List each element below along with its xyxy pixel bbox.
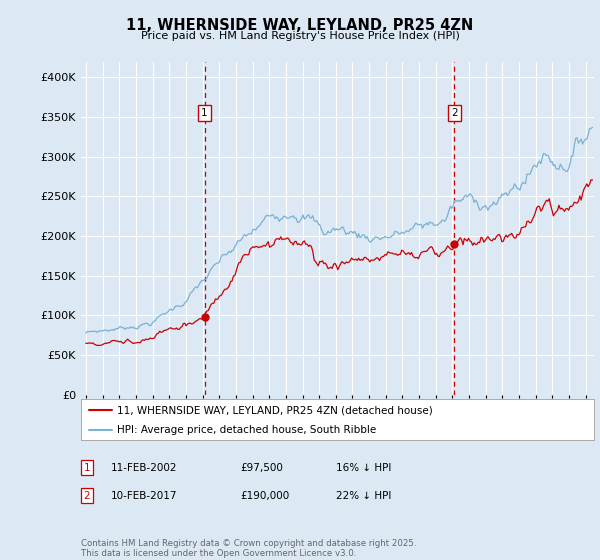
Text: £190,000: £190,000 — [240, 491, 289, 501]
Text: Contains HM Land Registry data © Crown copyright and database right 2025.
This d: Contains HM Land Registry data © Crown c… — [81, 539, 416, 558]
Text: 2: 2 — [451, 108, 458, 118]
Text: Price paid vs. HM Land Registry's House Price Index (HPI): Price paid vs. HM Land Registry's House … — [140, 31, 460, 41]
Text: 11, WHERNSIDE WAY, LEYLAND, PR25 4ZN: 11, WHERNSIDE WAY, LEYLAND, PR25 4ZN — [127, 18, 473, 33]
Text: 11, WHERNSIDE WAY, LEYLAND, PR25 4ZN (detached house): 11, WHERNSIDE WAY, LEYLAND, PR25 4ZN (de… — [117, 405, 433, 415]
Text: £97,500: £97,500 — [240, 463, 283, 473]
Text: 11-FEB-2002: 11-FEB-2002 — [111, 463, 178, 473]
Text: HPI: Average price, detached house, South Ribble: HPI: Average price, detached house, Sout… — [117, 424, 376, 435]
Text: 22% ↓ HPI: 22% ↓ HPI — [336, 491, 391, 501]
Text: 2: 2 — [83, 491, 91, 501]
Text: 10-FEB-2017: 10-FEB-2017 — [111, 491, 178, 501]
Text: 1: 1 — [83, 463, 91, 473]
Text: 1: 1 — [201, 108, 208, 118]
Text: 16% ↓ HPI: 16% ↓ HPI — [336, 463, 391, 473]
